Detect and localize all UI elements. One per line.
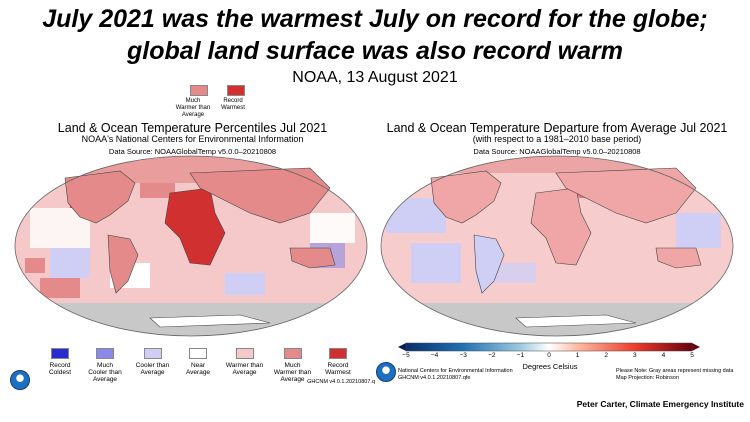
legend-swatch [227,85,245,96]
noaa-logo-icon [10,370,30,390]
left-map-subtitle: NOAA's National Centers for Environmenta… [81,134,304,144]
legend-cooler: Cooler than Average [130,348,175,376]
bottom-credit: Peter Carter, Climate Emergency Institut… [576,399,744,409]
legend-label: Cooler than Average [135,362,170,376]
legend-label: Much Cooler than Average [88,362,122,383]
colorbar-tick-label: −4 [430,352,439,359]
left-map-continents [64,167,336,328]
legend-warmer: Warmer than Average [222,348,267,376]
colorbar-label: Degrees Celsius [522,362,578,371]
right-map-footer-left: National Centers for Environmental Infor… [398,368,513,381]
legend-much-warmer: Much Warmer than Average [270,348,315,383]
noaa-logo-icon [376,362,396,382]
left-map-title: Land & Ocean Temperature Percentiles Jul… [57,121,328,135]
colorbar-tick-label: −3 [459,352,467,359]
legend-label: Record Warmest [325,362,351,376]
right-map-continents [430,167,702,328]
legend-near-average: Near Average [178,348,218,376]
colorbar-tick-label: 3 [632,352,637,359]
legend-label: Warmer than Average [225,362,264,376]
legend-swatch [189,85,208,96]
left-map-data-source: Data Source: NOAAGlobalTemp v5.0.0–20210… [108,147,277,156]
legend-label: Record Coldest [48,362,72,376]
colorbar-tick-label: 2 [604,352,608,359]
colorbar-tick-label: 1 [575,352,580,359]
colorbar-tick-label: −5 [402,352,410,359]
top-legend-much-warmer: Much Warmer than Average [176,85,213,119]
colorbar-tick-label: −1 [516,352,525,359]
top-legend-record-warmest: Record Warmest [221,85,248,112]
legend-record-coldest: Record Coldest [40,348,80,376]
legend-label: Much Warmer than Average [273,362,312,383]
right-map-title: Land & Ocean Temperature Departure from … [386,121,728,135]
legend-label: Much Warmer than Average [175,98,211,118]
right-departure-map [380,155,734,337]
right-colorbar [398,342,700,352]
left-percentile-map [14,155,368,337]
legend-record-warmest: Record Warmest [318,348,358,376]
right-map-data-source: Data Source: NOAAGlobalTemp v5.0.0–20210… [473,147,641,156]
legend-label: Near Average [185,362,211,376]
right-map-footer-right: Please Note: Gray areas represent missin… [616,368,734,381]
left-map-credit: GHCNM v4.0.1.20210807.q [307,379,375,385]
source-date: NOAA, 13 August 2021 [292,69,458,86]
left-legend: Record Coldest Much Cooler than Average … [40,348,370,388]
legend-much-cooler: Much Cooler than Average [85,348,125,383]
right-map-subtitle: (with respect to a 1981–2010 base period… [472,134,642,144]
colorbar-tick-label: 0 [547,352,551,359]
colorbar-tick-label: −2 [488,352,496,359]
colorbar-ticks: −5 −4 −3 −2 −1 0 1 2 3 4 5 [402,352,694,362]
colorbar-tick-label: 4 [661,352,666,359]
legend-label: Record Warmest [221,98,245,111]
colorbar-tick-label: 5 [690,352,694,359]
headline-line-2: global land surface was also record warm [126,37,623,65]
headline-line-1: July 2021 was the warmest July on record… [42,5,708,33]
